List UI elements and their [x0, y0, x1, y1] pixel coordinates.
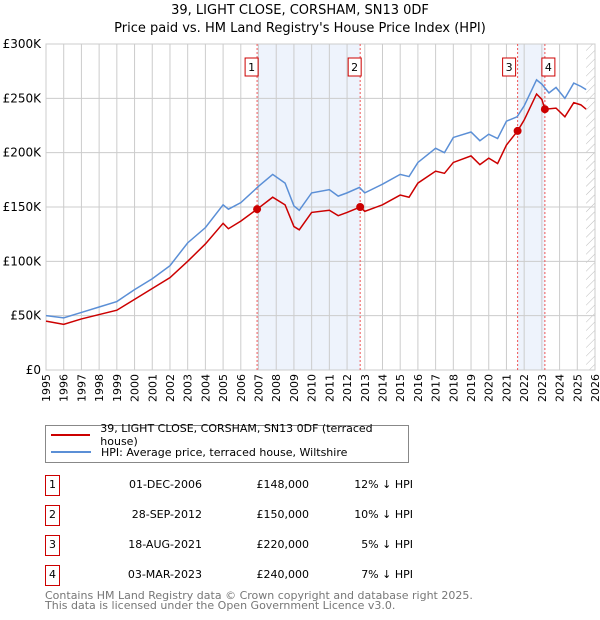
x-tick-label: 2017	[430, 374, 443, 402]
y-tick-label: £150K	[3, 200, 43, 214]
sale-badge	[244, 57, 259, 77]
x-tick-label: 2013	[359, 374, 372, 402]
transaction-price: £240,000	[256, 568, 310, 581]
transaction-row: 1 01-DEC-2006 £148,000 12% ↓ HPI	[45, 475, 413, 496]
transaction-price: £150,000	[256, 508, 310, 521]
sale-badge-label: 4	[545, 61, 552, 74]
x-tick-label: 2020	[483, 374, 496, 402]
x-tick-label: 2018	[447, 374, 460, 402]
x-tick-label: 1999	[111, 374, 124, 402]
price-chart: 1995 1996 1997 1998 1999 2000 2001 2002 2003 2004…	[3, 37, 600, 402]
transaction-date: 18-AUG-2021	[128, 538, 202, 551]
x-tick-label: 2021	[500, 374, 513, 402]
sale-badge	[502, 57, 517, 77]
x-tick-label: 2010	[306, 374, 319, 402]
x-tick-label: 2026	[589, 374, 600, 402]
transaction-date: 03-MAR-2023	[127, 568, 202, 581]
x-tick-label: 2024	[554, 374, 567, 402]
sale-badge-label: 1	[248, 61, 255, 74]
transaction-row: 2 28-SEP-2012 £150,000 10% ↓ HPI	[45, 505, 413, 526]
x-tick-label: 2006	[235, 374, 248, 402]
x-tick-label: 2016	[412, 374, 425, 402]
footer-licence: This data is licensed under the Open Gov…	[45, 599, 396, 612]
chart-title: 39, LIGHT CLOSE, CORSHAM, SN13 0DF	[171, 3, 429, 18]
x-tick-label: 1998	[93, 374, 106, 402]
transaction-price: £148,000	[256, 478, 310, 491]
transaction-number-badge: 3	[45, 535, 60, 556]
transaction-date: 01-DEC-2006	[128, 478, 202, 491]
y-tick-label: £100K	[3, 254, 43, 268]
transaction-number-badge: 4	[45, 565, 60, 586]
sale-point	[356, 203, 365, 211]
sale-badge-label: 3	[506, 61, 513, 74]
sale-point	[253, 205, 262, 214]
transaction-number-badge: 1	[45, 475, 60, 496]
y-tick-label: £50K	[10, 309, 42, 323]
y-tick-label: £200K	[3, 146, 43, 160]
legend-label: 39, LIGHT CLOSE, CORSHAM, SN13 0DF (terr…	[100, 422, 373, 448]
transaction-hpi-diff: 12% ↓ HPI	[354, 478, 413, 491]
transaction-hpi-diff: 7% ↓ HPI	[361, 568, 413, 581]
sale-badge-label: 2	[351, 61, 358, 74]
x-tick-label: 2011	[323, 374, 336, 402]
x-tick-label: 2005	[217, 374, 230, 402]
sale-point	[540, 105, 549, 114]
legend-swatch-hpi	[51, 451, 91, 453]
y-tick-label: £250K	[3, 91, 43, 105]
plot-frame	[45, 43, 596, 371]
x-tick-label: 2015	[394, 374, 407, 402]
sale-badge	[347, 57, 362, 77]
legend: 39, LIGHT CLOSE, CORSHAM, SN13 0DF (terr…	[45, 422, 409, 463]
sale-point	[513, 126, 522, 135]
y-tick-label: £0	[26, 363, 41, 377]
hpi-line	[45, 78, 587, 319]
x-tick-label: 1996	[58, 374, 71, 402]
transaction-row: 4 03-MAR-2023 £240,000 7% ↓ HPI	[45, 565, 413, 586]
x-tick-label: 2008	[270, 374, 283, 402]
x-tick-label: 2000	[129, 374, 142, 402]
x-tick-label: 2009	[288, 374, 301, 402]
transaction-hpi-diff: 10% ↓ HPI	[354, 508, 413, 521]
x-tick-label: 2002	[164, 374, 177, 402]
transaction-price: £220,000	[256, 538, 310, 551]
x-tick-label: 2019	[465, 374, 478, 402]
x-tick-label: 2022	[518, 374, 531, 402]
transaction-row: 3 18-AUG-2021 £220,000 5% ↓ HPI	[45, 535, 413, 556]
x-tick-label: 2001	[146, 374, 159, 402]
x-tick-label: 2025	[571, 374, 584, 402]
transaction-number-badge: 2	[45, 505, 60, 526]
x-tick-label: 1997	[75, 374, 88, 402]
x-tick-label: 2004	[199, 374, 212, 402]
transaction-date: 28-SEP-2012	[131, 508, 202, 521]
legend-label: HPI: Average price, terraced house, Wilt…	[101, 445, 348, 459]
legend-item-hpi: HPI: Average price, terraced house, Wilt…	[51, 444, 347, 460]
y-tick-label: £300K	[3, 37, 43, 51]
x-tick-label: 1995	[40, 374, 53, 402]
x-tick-label: 2003	[182, 374, 195, 402]
x-tick-label: 2012	[341, 374, 354, 402]
sale-badge	[541, 57, 556, 77]
x-tick-label: 2007	[253, 374, 266, 402]
transaction-hpi-diff: 5% ↓ HPI	[361, 538, 413, 551]
legend-item-property: 39, LIGHT CLOSE, CORSHAM, SN13 0DF (terr…	[51, 422, 408, 448]
footer-copyright: Contains HM Land Registry data © Crown c…	[45, 589, 473, 602]
x-tick-label: 2014	[376, 374, 389, 402]
legend-swatch-property	[51, 434, 91, 436]
chart-subtitle: Price paid vs. HM Land Registry's House …	[114, 21, 486, 36]
x-tick-label: 2023	[536, 374, 549, 402]
